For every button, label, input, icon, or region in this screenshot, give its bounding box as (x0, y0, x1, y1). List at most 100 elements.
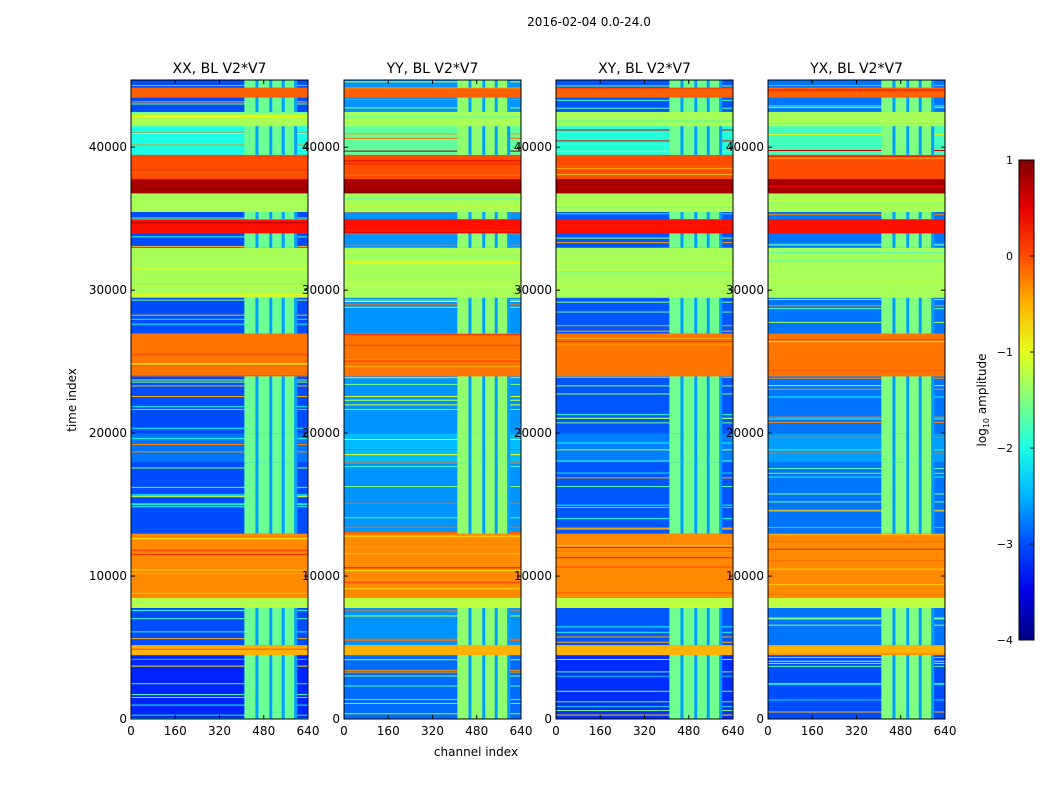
colorbar-tick-label: 1 (1006, 154, 1013, 167)
rfi-gap (906, 232, 910, 248)
heatmap-stripe (556, 414, 733, 416)
heatmap-stripe (768, 493, 945, 495)
heatmap-stripe (131, 156, 308, 158)
heatmap-band (131, 154, 308, 180)
heatmap-stripe (768, 230, 945, 232)
heatmap-stripe (556, 269, 733, 271)
heatmap-stripe (131, 101, 308, 103)
heatmap-stripe (131, 103, 308, 105)
rfi-gap (281, 607, 285, 646)
heatmap-stripe (556, 690, 733, 692)
heatmap-stripe (556, 166, 733, 168)
rfi-gap (706, 461, 710, 534)
rfi-gap (294, 654, 298, 719)
heatmap-stripe (131, 314, 308, 316)
rfi-gap (281, 80, 285, 88)
heatmap-stripe (768, 436, 945, 438)
heatmap-stripe (131, 406, 308, 408)
rfi-gap (281, 654, 285, 719)
rfi-gap (931, 433, 935, 463)
rfi-gap (255, 232, 259, 248)
panel-title: XX, BL V2*V7 (173, 61, 267, 77)
rfi-gap (269, 375, 273, 434)
heatmap-stripe (131, 618, 308, 620)
rfi-gap (706, 232, 710, 248)
heatmap-stripe (344, 137, 521, 139)
heatmap-stripe (344, 287, 521, 289)
heatmap-stripe (344, 462, 521, 464)
heatmap-stripe (556, 636, 733, 638)
rfi-gap (482, 125, 486, 155)
rfi-gap (680, 80, 684, 88)
y-tick-label: 30000 (726, 283, 764, 297)
heatmap-band (344, 644, 521, 656)
rfi-gap (494, 433, 498, 463)
rfi-gap (694, 80, 698, 88)
x-tick-label: 320 (421, 724, 444, 738)
heatmap-stripe (344, 359, 521, 361)
heatmap-stripe (768, 618, 945, 620)
heatmap-stripe (344, 466, 521, 468)
rfi-gap (680, 607, 684, 646)
heatmap-stripe (768, 527, 945, 529)
panel-0: XX, BL V2*V7 0 160 320 480 640 0 10000 20000 3000… (89, 61, 320, 738)
rfi-gap (281, 232, 285, 248)
heatmap-stripe (768, 214, 945, 216)
heatmap-stripe (768, 509, 945, 511)
x-tick-label: 640 (297, 724, 320, 738)
heatmap-band (768, 218, 945, 234)
heatmap-stripe (768, 600, 945, 602)
heatmap-stripe (131, 506, 308, 508)
heatmap-stripe (344, 546, 521, 548)
rfi-gap (482, 375, 486, 434)
rfi-gap (680, 97, 684, 112)
rfi-gap (507, 375, 511, 434)
rfi-gap (281, 297, 285, 334)
heatmap-stripe (131, 538, 308, 540)
rfi-gap (482, 461, 486, 534)
heatmap-stripe (556, 550, 733, 552)
heatmap-stripe (131, 451, 308, 453)
rfi-gap (507, 433, 511, 463)
heatmap-stripe (556, 544, 733, 546)
heatmap-stripe (131, 658, 308, 660)
heatmap-stripe (556, 631, 733, 633)
heatmap-stripe (556, 557, 733, 559)
heatmap-stripe (556, 517, 733, 519)
rfi-gap (931, 211, 935, 220)
heatmap-stripe (556, 528, 733, 530)
heatmap-stripe (131, 287, 308, 289)
y-tick-label: 20000 (302, 426, 340, 440)
heatmap-stripe (768, 583, 945, 585)
heatmap-stripe (556, 179, 733, 181)
rfi-gap (294, 461, 298, 534)
heatmap-stripe (131, 381, 308, 383)
heatmap-stripe (768, 421, 945, 423)
y-tick-label: 40000 (302, 140, 340, 154)
heatmap-stripe (556, 168, 733, 170)
rfi-gap (694, 232, 698, 248)
rfi-gap (494, 125, 498, 155)
y-tick-label: 20000 (514, 426, 552, 440)
y-tick-label: 0 (544, 712, 552, 726)
heatmap-stripe (344, 87, 521, 89)
rfi-gap (494, 211, 498, 220)
heatmap-stripe (344, 486, 521, 488)
heatmap-cells (344, 80, 521, 719)
heatmap-stripe (344, 581, 521, 583)
rfi-gap (918, 461, 922, 534)
heatmap-stripe (556, 237, 733, 239)
rfi-gap (918, 211, 922, 220)
rfi-gap (906, 80, 910, 88)
heatmap-stripe (556, 442, 733, 444)
heatmap-stripe (556, 107, 733, 109)
rfi-gap (694, 125, 698, 155)
rfi-gap (255, 80, 259, 88)
heatmap-stripe (344, 116, 521, 118)
heatmap-stripe (768, 251, 945, 253)
rfi-gap (494, 80, 498, 88)
colorbar-tick-label: 0 (1006, 250, 1013, 263)
heatmap-stripe (556, 527, 733, 529)
colorbar (1018, 159, 1035, 641)
